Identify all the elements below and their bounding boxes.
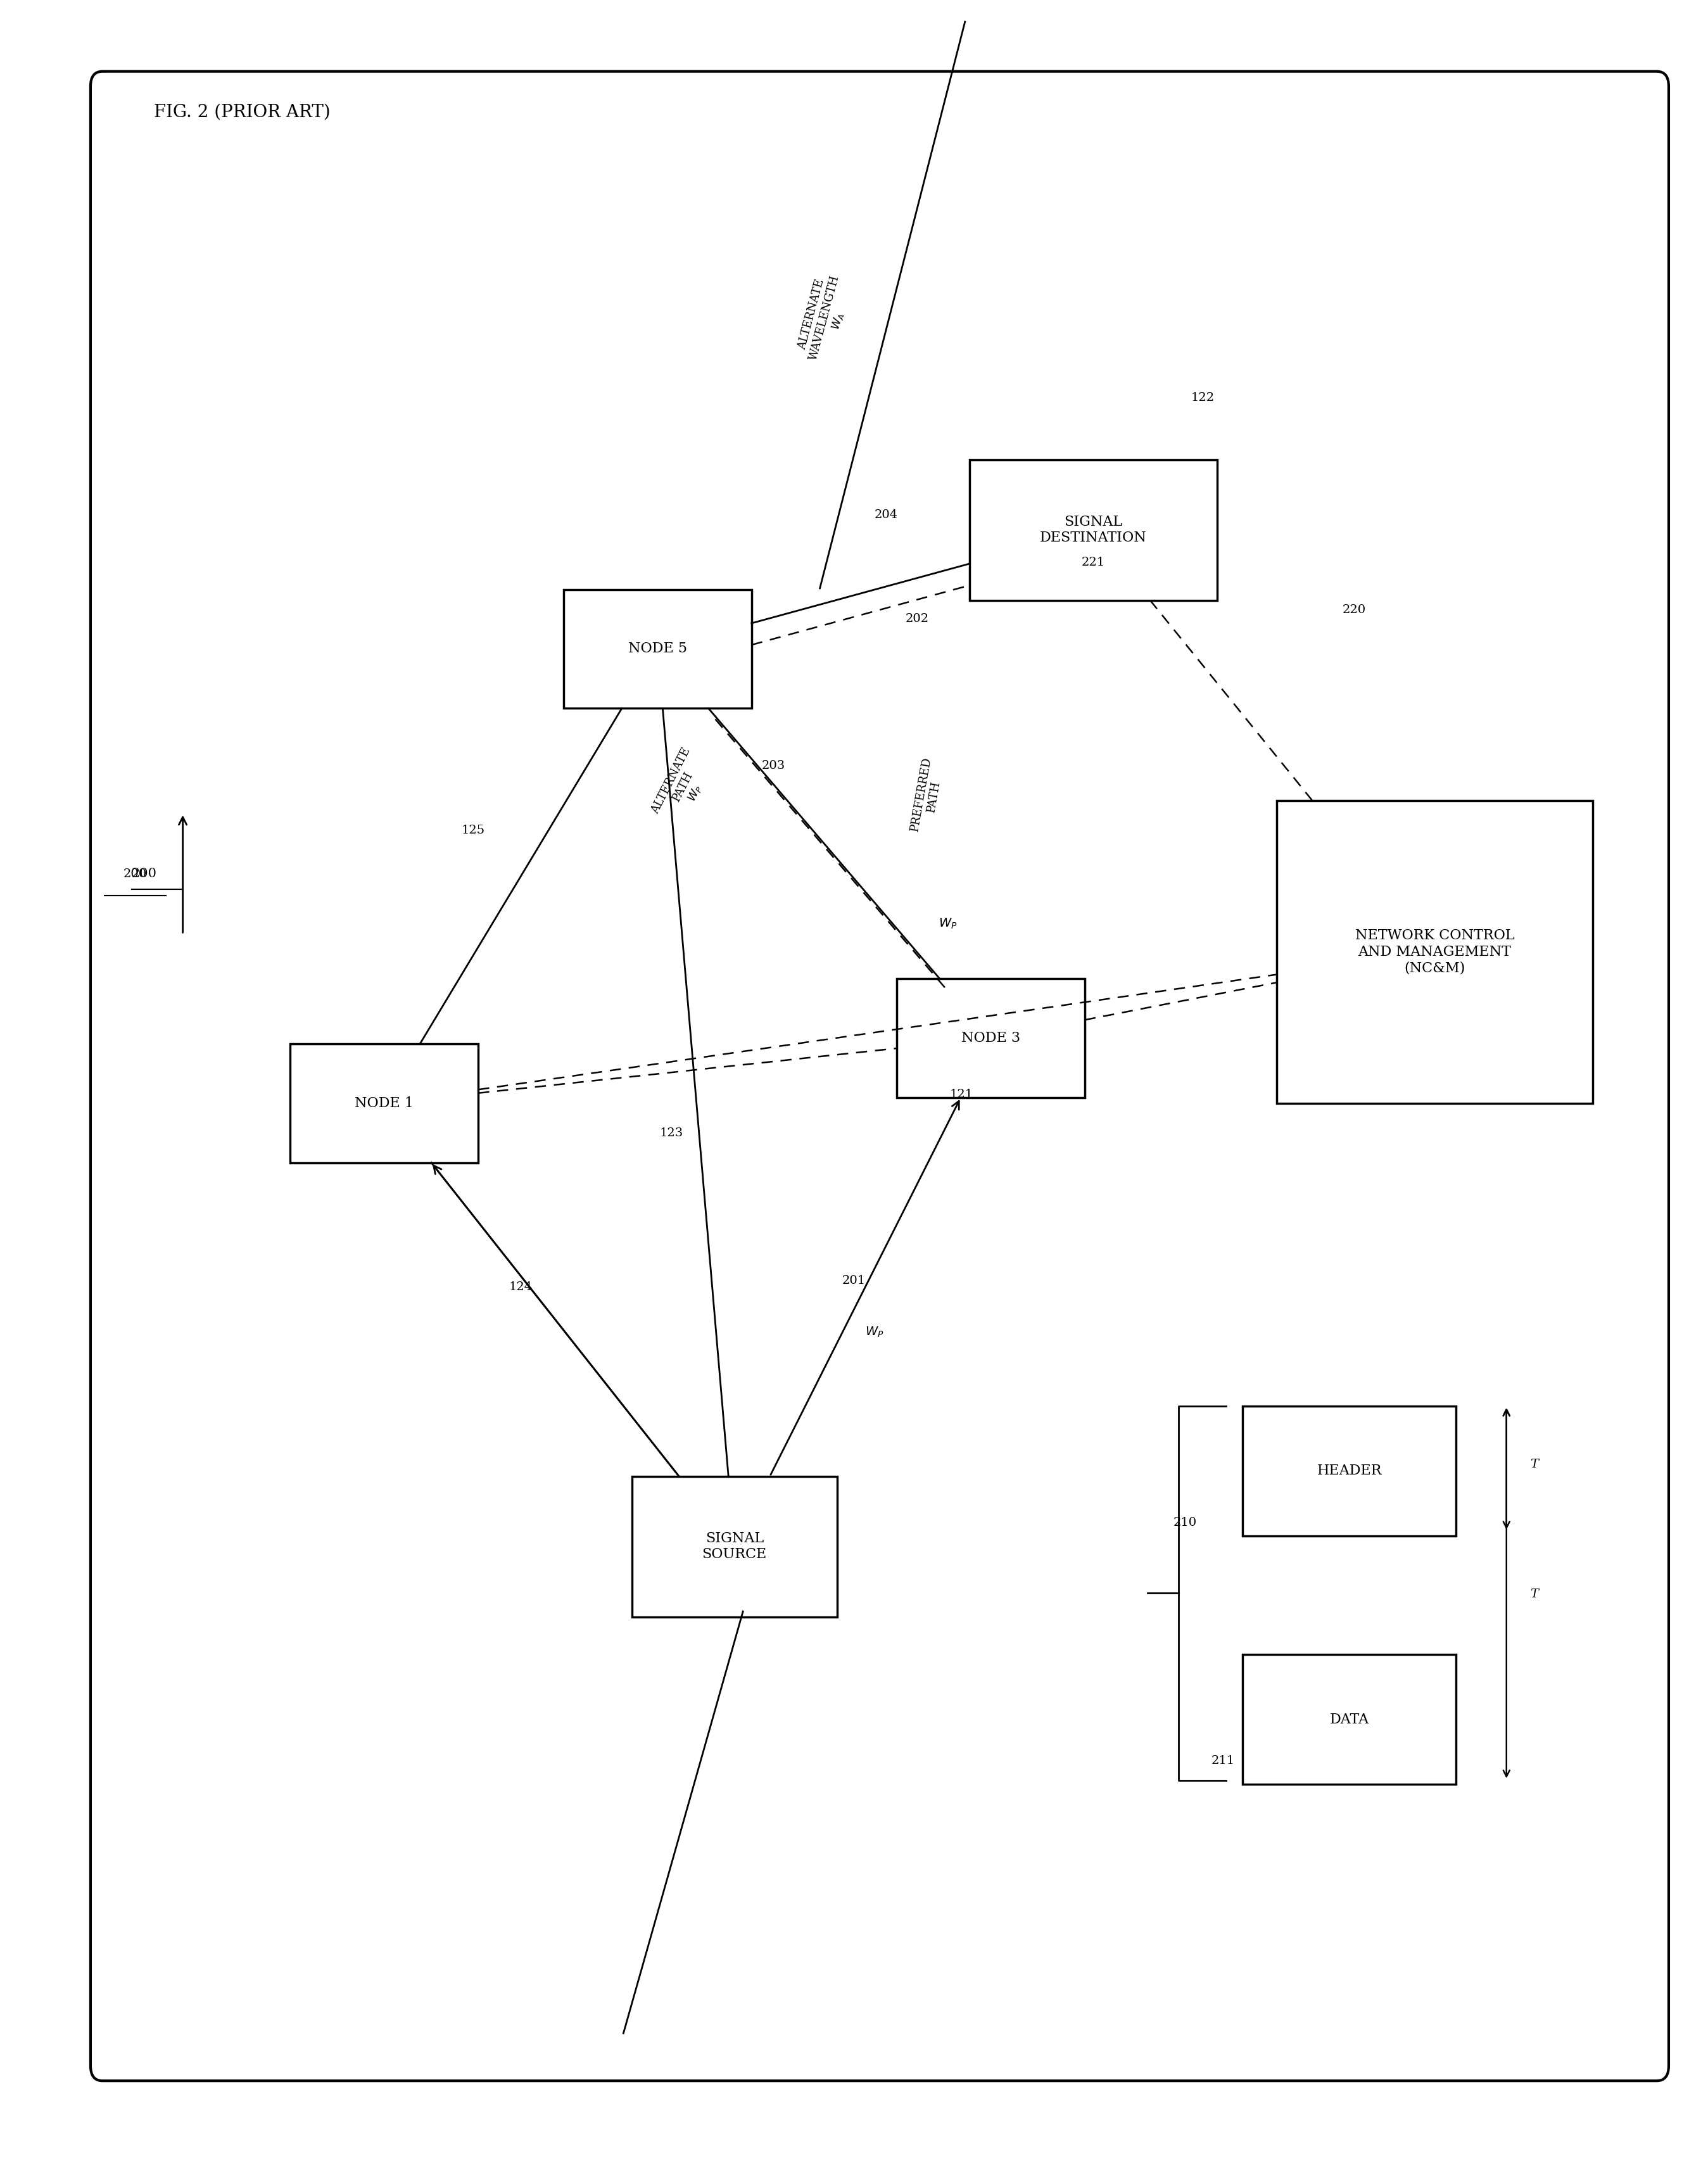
Bar xyxy=(564,588,752,709)
Text: SIGNAL
DESTINATION: SIGNAL DESTINATION xyxy=(1040,515,1146,545)
Text: ALTERNATE
WAVELENGTH
$W_A$: ALTERNATE WAVELENGTH $W_A$ xyxy=(794,270,856,366)
Bar xyxy=(1243,1655,1455,1784)
Text: NODE 1: NODE 1 xyxy=(355,1097,413,1110)
Text: NETWORK CONTROL
AND MANAGEMENT
(NC&M): NETWORK CONTROL AND MANAGEMENT (NC&M) xyxy=(1354,928,1515,976)
Bar xyxy=(290,1045,478,1164)
Text: 123: 123 xyxy=(659,1127,683,1140)
Text: PREFERRED
PATH: PREFERRED PATH xyxy=(909,757,946,835)
Bar xyxy=(1276,800,1592,1103)
Text: HEADER: HEADER xyxy=(1317,1464,1382,1477)
Text: 122: 122 xyxy=(1190,392,1214,404)
Text: DATA: DATA xyxy=(1329,1713,1370,1726)
Text: FIG. 2 (PRIOR ART): FIG. 2 (PRIOR ART) xyxy=(154,104,330,121)
Text: 204: 204 xyxy=(874,508,898,521)
Text: 210: 210 xyxy=(1173,1516,1197,1529)
Text: 201: 201 xyxy=(842,1274,866,1287)
Text: 200: 200 xyxy=(123,867,147,880)
Text: NODE 5: NODE 5 xyxy=(629,642,687,655)
Text: $W_P$: $W_P$ xyxy=(939,917,956,930)
Text: 200: 200 xyxy=(132,867,157,880)
Bar xyxy=(968,459,1216,599)
Text: 221: 221 xyxy=(1081,556,1105,569)
Text: T: T xyxy=(1530,1458,1539,1471)
Bar xyxy=(897,978,1085,1099)
Text: 125: 125 xyxy=(461,824,485,837)
Text: T: T xyxy=(1530,1588,1539,1601)
Text: 121: 121 xyxy=(950,1088,974,1101)
Text: 211: 211 xyxy=(1211,1754,1235,1767)
Text: $W_P$: $W_P$ xyxy=(866,1326,883,1339)
Text: NODE 3: NODE 3 xyxy=(962,1032,1020,1045)
Text: 202: 202 xyxy=(905,612,929,625)
Text: SIGNAL
SOURCE: SIGNAL SOURCE xyxy=(702,1531,767,1562)
Text: 220: 220 xyxy=(1342,603,1366,616)
Bar xyxy=(1243,1406,1455,1536)
Text: 124: 124 xyxy=(509,1280,533,1293)
Text: 203: 203 xyxy=(762,759,786,772)
Bar xyxy=(632,1477,837,1618)
Text: ALTERNATE
PATH
$W_P$: ALTERNATE PATH $W_P$ xyxy=(649,746,717,828)
